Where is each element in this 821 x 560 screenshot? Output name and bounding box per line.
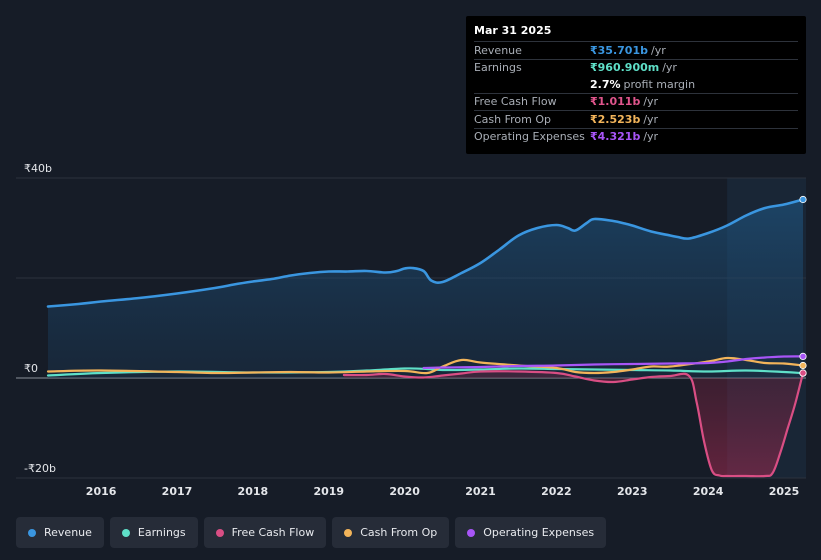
x-tick-label: 2024 [693,485,724,498]
tooltip-row-value: ₹35.701b/yr [590,43,666,57]
tooltip-row-value: ₹4.321b/yr [590,130,659,144]
tooltip-row-value: ₹1.011b/yr [590,95,659,109]
legend-dot-icon [28,528,36,537]
legend-dot-icon [344,528,353,537]
series-line-revenue [46,198,805,308]
x-tick-label: 2019 [313,485,344,498]
tooltip-row-label: Cash From Op [474,112,552,126]
legend-item-cash-from-op[interactable]: Cash From Op [332,517,450,548]
tooltip-row-label: Revenue [474,43,522,57]
tooltip-row: Cash From Op ₹2.523b/yr [474,110,798,128]
x-tick-label: 2021 [465,485,496,498]
legend-dot-icon [121,528,130,537]
x-tick-label: 2016 [86,485,117,498]
series-area-revenue [48,199,803,378]
tooltip-row-label: Earnings [474,61,522,75]
series-end-point [799,361,807,370]
y-tick-label: ₹40b [24,162,52,175]
legend-item-operating-expenses[interactable]: Operating Expenses [455,517,607,548]
legend-label: Cash From Op [360,526,438,539]
x-tick-label: 2025 [769,485,800,498]
tooltip-date: Mar 31 2025 [474,24,552,37]
legend: Revenue Earnings Free Cash Flow Cash From O… [16,517,607,548]
y-tick-label: ₹0 [24,362,38,375]
legend-label: Earnings [137,526,186,539]
legend-label: Operating Expenses [483,526,595,539]
tooltip-row: 2.7% profit margin [474,76,798,93]
series-line-operating-expenses [422,355,805,370]
tooltip-row-value: ₹2.523b/yr [590,112,659,126]
tooltip-row-label: Free Cash Flow [474,95,557,109]
legend-item-revenue[interactable]: Revenue [16,517,104,548]
tooltip-row-label: Operating Expenses [474,130,585,144]
y-tick-label: -₹20b [24,462,56,475]
legend-item-earnings[interactable]: Earnings [109,517,198,548]
legend-dot-icon [215,528,224,537]
x-tick-label: 2017 [162,485,193,498]
x-tick-label: 2018 [238,485,269,498]
tooltip: Mar 31 2025 Revenue ₹35.701b/yr Earnings ₹9… [466,16,806,154]
x-tick-label: 2023 [617,485,648,498]
series-end-point [799,195,807,204]
series-line-free-cash-flow [342,370,805,478]
legend-label: Revenue [44,526,92,539]
tooltip-row-value: 2.7% profit margin [590,77,696,91]
tooltip-row: Free Cash Flow ₹1.011b/yr [474,92,798,111]
series-end-point [799,352,807,360]
series-area-free-cash-flow [343,371,803,477]
legend-label: Free Cash Flow [231,526,315,539]
legend-item-free-cash-flow[interactable]: Free Cash Flow [203,517,327,548]
legend-dot-icon [467,528,476,537]
x-tick-label: 2022 [541,485,572,498]
tooltip-row: Earnings ₹960.900m/yr [474,58,798,77]
x-tick-label: 2020 [389,485,420,498]
tooltip-row: Revenue ₹35.701b/yr [474,41,798,59]
tooltip-row-value: ₹960.900m/yr [590,61,677,75]
series-end-point [799,369,807,377]
tooltip-row: Operating Expenses ₹4.321b/yr [474,127,798,146]
